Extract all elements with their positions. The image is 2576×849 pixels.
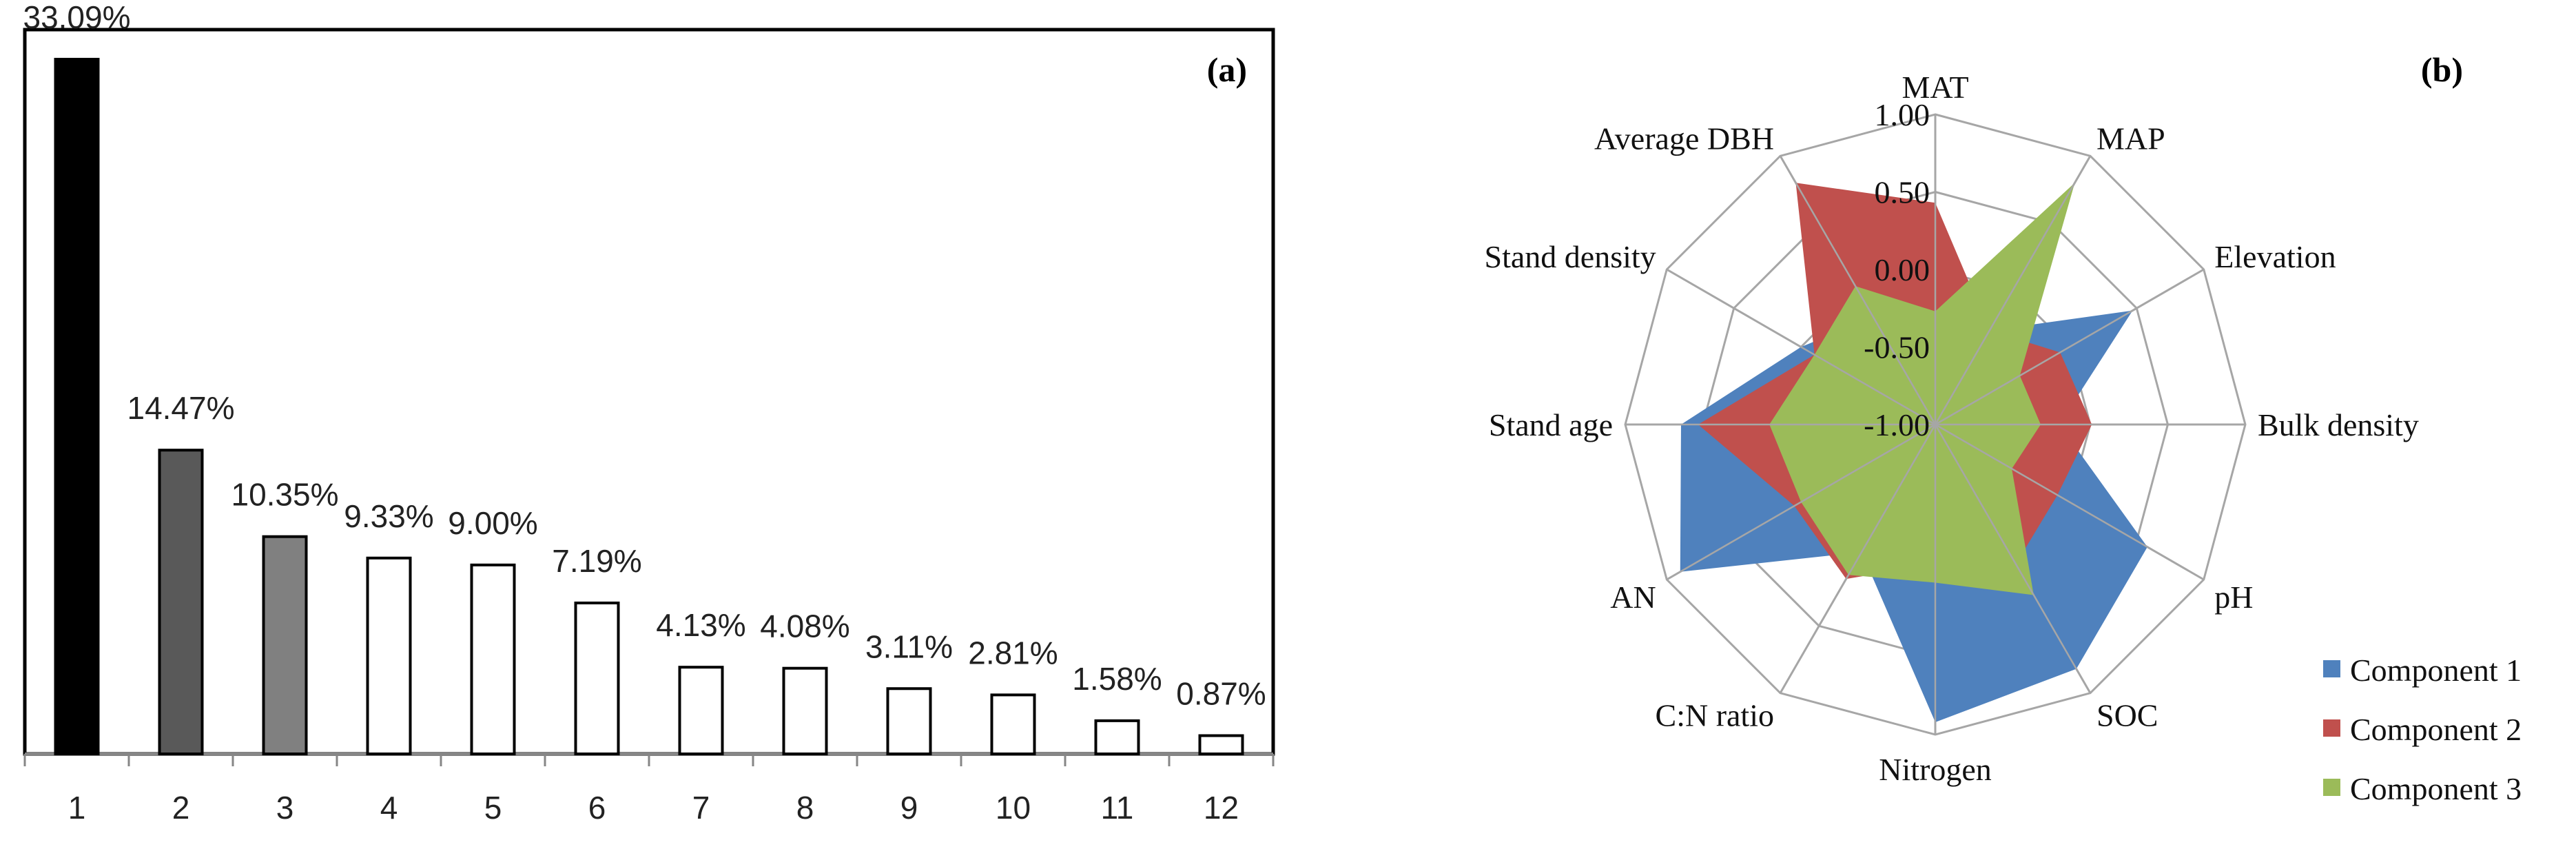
data-label-6: 7.19% xyxy=(552,543,641,579)
data-label-4: 9.33% xyxy=(344,498,433,534)
bar-6 xyxy=(574,601,620,756)
legend-label-component-2: Component 2 xyxy=(2350,712,2522,747)
x-tick-label-2: 2 xyxy=(172,790,190,826)
data-label-10: 2.81% xyxy=(968,635,1058,671)
axis-label: MAP xyxy=(2096,121,2165,156)
series-area-component-3 xyxy=(1769,183,2075,595)
bar-1 xyxy=(54,57,100,755)
radar-spoke-overlay xyxy=(1935,268,2205,426)
radar-spoke-overlay xyxy=(1779,155,1937,425)
axis-label: AN xyxy=(1610,580,1656,615)
panel-label-b: (b) xyxy=(2421,50,2463,89)
axis-label: Nitrogen xyxy=(1879,752,1992,787)
x-tick-label-6: 6 xyxy=(588,790,606,826)
axis-label: Stand density xyxy=(1485,239,1656,274)
axis-label: MAT xyxy=(1902,70,1968,105)
x-tick-label-11: 11 xyxy=(1101,790,1134,826)
legend-swatch-component-2 xyxy=(2323,719,2340,737)
x-tick-label-8: 8 xyxy=(796,790,814,826)
axis-label: Elevation xyxy=(2214,239,2336,274)
x-tick-label-9: 9 xyxy=(900,790,918,826)
legend-swatch-component-3 xyxy=(2323,779,2340,796)
legend-swatch-component-1 xyxy=(2323,660,2340,677)
bar-3 xyxy=(262,535,308,755)
bar-7 xyxy=(678,666,724,755)
radar-spoke-overlay xyxy=(1666,423,1936,581)
data-label-11: 1.58% xyxy=(1072,661,1162,697)
axis-label: SOC xyxy=(2096,697,2158,733)
data-label-12: 0.87% xyxy=(1176,675,1266,711)
axis-label: C:N ratio xyxy=(1656,697,1774,733)
data-label-3: 10.35% xyxy=(231,477,338,513)
data-label-7: 4.13% xyxy=(656,607,745,643)
bar-5 xyxy=(470,563,516,756)
ring-label: 0.50 xyxy=(1875,175,1930,210)
bar-11 xyxy=(1094,719,1140,755)
data-label-9: 3.11% xyxy=(865,628,953,664)
ring-label: 1.00 xyxy=(1875,97,1930,132)
axis-label: Bulk density xyxy=(2258,407,2419,442)
bar-chart-panel-a: (a) 33.09% 1 14.47% 2 10.35% 3 9.33% 4 9.00% 5 7.1… xyxy=(23,0,1275,826)
x-tick-label-10: 10 xyxy=(996,790,1031,826)
radar-spoke-overlay xyxy=(1666,268,1936,426)
data-label-2: 14.47% xyxy=(127,390,234,426)
data-label-5: 9.00% xyxy=(448,505,537,541)
legend-label-component-3: Component 3 xyxy=(2350,771,2522,806)
radar-spoke-overlay xyxy=(1934,424,2092,694)
data-label-8: 4.08% xyxy=(760,608,849,644)
x-tick-label-1: 1 xyxy=(68,790,86,826)
radar-spoke-overlay xyxy=(1935,423,2205,581)
bar-10 xyxy=(990,693,1036,755)
x-tick-label-12: 12 xyxy=(1204,790,1239,826)
axis-label: pH xyxy=(2214,580,2253,615)
radar-spoke-overlay xyxy=(1934,155,2092,425)
radar-spoke-overlay xyxy=(1779,424,1937,694)
bar-8 xyxy=(782,666,828,755)
bar-4 xyxy=(366,556,412,756)
bar-12 xyxy=(1198,734,1244,756)
x-tick-label-3: 3 xyxy=(276,790,294,826)
bar-9 xyxy=(886,687,932,756)
legend-label-component-1: Component 1 xyxy=(2350,653,2522,688)
data-label-1: 33.09% xyxy=(23,0,130,35)
radar-chart-panel-b: (b) 1.00 0.50 0.00 -0.50 -1.00 MAT MAP Elevatio… xyxy=(1485,50,2522,806)
axis-label: Average DBH xyxy=(1594,121,1774,156)
bar-2 xyxy=(158,449,204,755)
x-tick-label-7: 7 xyxy=(692,790,710,826)
x-tick-label-5: 5 xyxy=(484,790,502,826)
ring-label: -0.50 xyxy=(1864,330,1930,365)
ring-label: -1.00 xyxy=(1864,407,1930,442)
ring-label: 0.00 xyxy=(1875,252,1930,287)
x-tick-label-4: 4 xyxy=(380,790,398,826)
panel-label-a: (a) xyxy=(1207,50,1247,89)
axis-label: Stand age xyxy=(1489,407,1613,442)
